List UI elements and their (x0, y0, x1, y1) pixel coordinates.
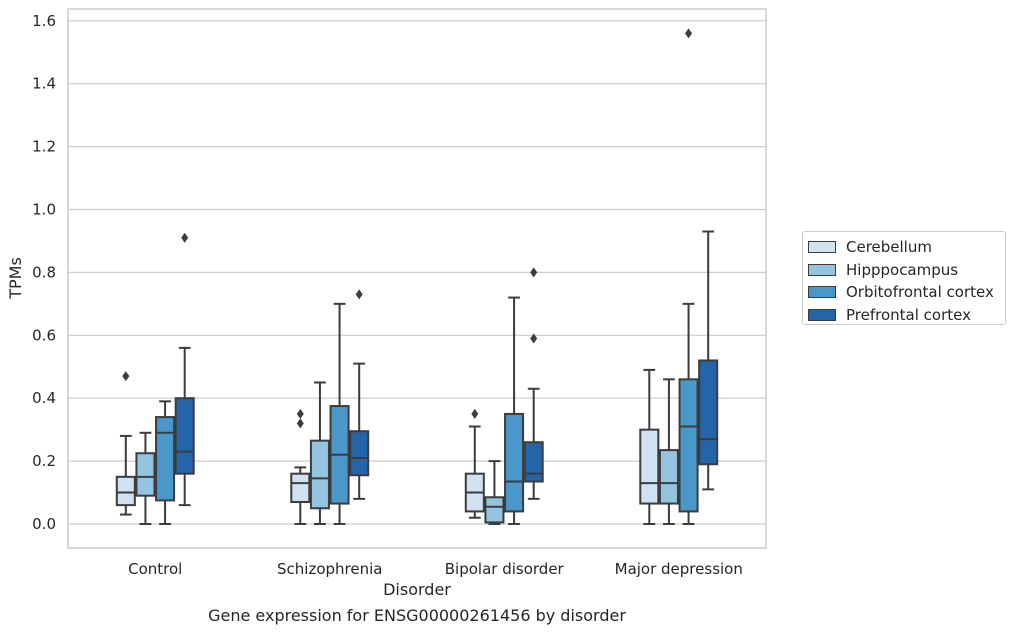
x-tick-label: Control (128, 560, 182, 578)
figure-caption: Gene expression for ENSG00000261456 by d… (208, 606, 626, 625)
box (115, 475, 136, 507)
y-tick-label: 1.2 (32, 138, 56, 156)
y-tick-label: 0.2 (32, 452, 56, 470)
x-tick-label: Major depression (615, 560, 743, 578)
series-orbitofrontal-cortex (155, 28, 699, 525)
legend-swatch (808, 241, 836, 254)
x-tick-label: Schizophrenia (277, 560, 382, 578)
series-cerebellum (115, 368, 660, 525)
y-axis-title: TPMs (6, 257, 25, 300)
outlier-point (296, 408, 304, 419)
box (658, 449, 679, 505)
box (309, 439, 330, 510)
box (639, 428, 660, 505)
x-tick-labels: Control Schizophrenia Bipolar disorder Majo… (128, 560, 743, 578)
outlier-point (685, 28, 693, 39)
legend: Cerebellum Hipppocampus Orbitofrontal co… (802, 231, 1006, 325)
box (504, 412, 525, 513)
x-axis-title: Disorder (383, 580, 451, 599)
box (678, 378, 699, 513)
box-series (115, 28, 719, 525)
legend-swatch (808, 263, 836, 276)
legend-item: Hipppocampus (808, 259, 1005, 282)
outlier-point (471, 408, 479, 419)
y-tick-label: 1.6 (32, 12, 56, 30)
y-tick-label: 0.4 (32, 389, 56, 407)
box (484, 496, 505, 524)
box (155, 416, 176, 502)
y-tick-labels: 0.0 0.2 0.4 0.6 0.8 1.0 1.2 1.4 1.6 (32, 12, 56, 533)
legend-label: Hipppocampus (846, 260, 959, 279)
legend-label: Orbitofrontal cortex (846, 283, 994, 302)
series-prefrontal-cortex (174, 230, 719, 507)
outlier-point (181, 232, 189, 243)
legend-swatch (808, 308, 836, 321)
box (135, 452, 156, 497)
series-hipppocampus (135, 378, 679, 525)
box (349, 430, 370, 477)
y-tick-label: 1.0 (32, 201, 56, 219)
y-tick-label: 0.6 (32, 326, 56, 344)
outlier-point (530, 267, 538, 278)
y-tick-label: 1.4 (32, 75, 56, 93)
plot-frame (67, 8, 767, 549)
x-tick-label: Bipolar disorder (445, 560, 565, 578)
legend-item: Prefrontal cortex (808, 304, 1005, 327)
box (290, 472, 311, 503)
box (698, 359, 719, 466)
legend-label: Prefrontal cortex (846, 305, 971, 324)
outlier-point (296, 418, 304, 429)
y-tick-label: 0.0 (32, 515, 56, 533)
legend-swatch (808, 286, 836, 299)
outlier-point (530, 333, 538, 344)
outlier-point (355, 289, 363, 300)
legend-item: Cerebellum (808, 236, 1005, 259)
legend-item: Orbitofrontal cortex (808, 281, 1005, 304)
outlier-point (122, 371, 130, 382)
box (174, 397, 195, 475)
box (523, 441, 544, 483)
y-tick-label: 0.8 (32, 263, 56, 281)
legend-label: Cerebellum (846, 238, 932, 257)
